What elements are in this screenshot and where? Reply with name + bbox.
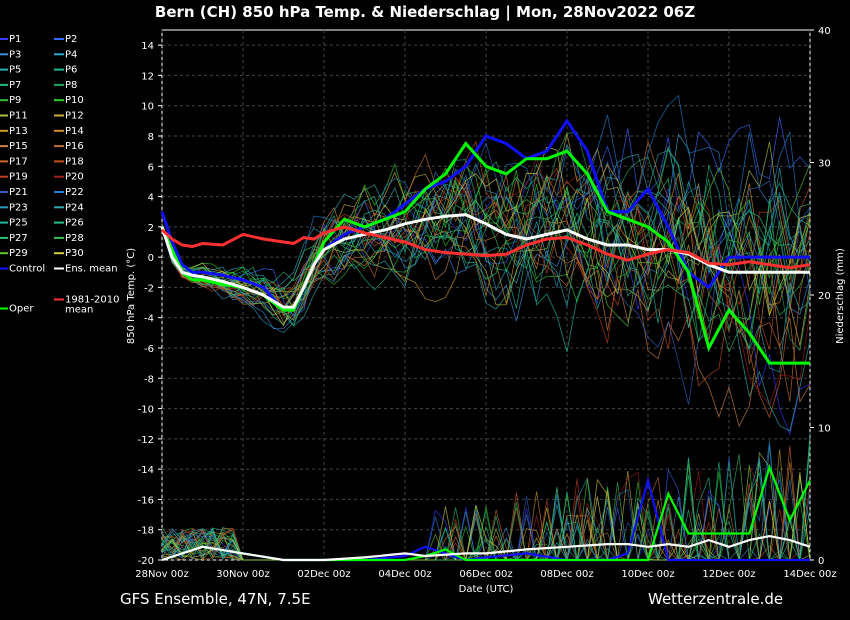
legend-label: P7 bbox=[9, 80, 21, 91]
ensemble-member-line bbox=[161, 162, 811, 334]
legend-label: P10 bbox=[65, 95, 84, 106]
ensemble-member-line bbox=[161, 159, 811, 353]
y-tick-label: 10 bbox=[141, 102, 154, 113]
legend-label: P1 bbox=[9, 34, 21, 45]
y-tick-label: -14 bbox=[138, 465, 154, 476]
footer-site: Wetterzentrale.de bbox=[648, 590, 783, 608]
y-tick-label: -2 bbox=[144, 283, 154, 294]
y2-tick-label: 30 bbox=[818, 159, 831, 170]
ensemble-member-precip bbox=[161, 472, 811, 562]
legend-label: P11 bbox=[9, 111, 28, 122]
legend-label: P25 bbox=[9, 218, 28, 229]
legend-label: P22 bbox=[65, 187, 84, 198]
main-series bbox=[160, 118, 811, 365]
legend-label: P17 bbox=[9, 156, 28, 167]
ensemble-member-line bbox=[161, 161, 811, 330]
ensemble-member-line bbox=[161, 141, 811, 405]
legend-label: P21 bbox=[9, 187, 28, 198]
y2-tick-label: 20 bbox=[818, 291, 831, 302]
precipitation-lines bbox=[161, 463, 811, 562]
legend-label: P20 bbox=[65, 172, 84, 183]
x-tick-label: 12Dec 00z bbox=[702, 569, 755, 580]
legend-label: P5 bbox=[9, 65, 21, 76]
x-tick-label: 14Dec 00z bbox=[783, 569, 836, 580]
y-axis-label: 850 hPa Temp. (°C) bbox=[126, 248, 137, 344]
legend-label: P6 bbox=[65, 65, 77, 76]
legend-label: mean bbox=[65, 305, 93, 316]
legend-label: P16 bbox=[65, 141, 84, 152]
precip-line-ens-mean bbox=[161, 534, 811, 562]
ensemble-member-line bbox=[161, 178, 811, 343]
legend-label: Oper bbox=[9, 304, 34, 315]
legend-label: P28 bbox=[65, 233, 84, 244]
y-tick-label: 8 bbox=[148, 132, 154, 143]
legend-label: P2 bbox=[65, 34, 77, 45]
y-tick-label: -6 bbox=[144, 344, 154, 355]
x-tick-label: 10Dec 00z bbox=[621, 569, 674, 580]
legend-label: P4 bbox=[65, 49, 77, 60]
legend: P1 P2 P3 P4 P5 P6 P7 P8 P9 P10 P11 P12 P13 P14 P15 P16 P… bbox=[0, 34, 120, 316]
y-tick-label: 4 bbox=[148, 193, 154, 204]
legend-label: P9 bbox=[9, 95, 21, 106]
x-tick-label: 02Dec 00z bbox=[297, 569, 350, 580]
legend-label: P13 bbox=[9, 126, 28, 137]
ensemble-member-line bbox=[161, 94, 811, 298]
y-tick-label: -8 bbox=[144, 374, 154, 385]
x-axis-ticks: 28Nov 00z 30Nov 00z 02Dec 00z 04Dec 00z 06De… bbox=[135, 569, 836, 580]
y-tick-label: 0 bbox=[148, 253, 154, 264]
x-axis-label: Date (UTC) bbox=[459, 584, 514, 595]
series-line-1981-2010-mean bbox=[160, 225, 811, 270]
legend-label: P3 bbox=[9, 49, 21, 60]
y-tick-label: -4 bbox=[144, 314, 154, 325]
legend-label: Ens. mean bbox=[65, 264, 118, 275]
legend-label: P30 bbox=[65, 248, 84, 259]
legend-label: P14 bbox=[65, 126, 84, 137]
legend-label: Control bbox=[9, 264, 45, 275]
y2-tick-label: 40 bbox=[818, 26, 831, 37]
y-tick-label: 6 bbox=[148, 162, 154, 173]
y-axis-ticks: 14 12 10 8 6 4 2 0 -2 -4 -6 -8 -10 -12 -14 -16 -18 -20 bbox=[138, 41, 162, 567]
x-tick-label: 04Dec 00z bbox=[378, 569, 431, 580]
y-tick-label: -12 bbox=[138, 435, 154, 446]
y-tick-label: -16 bbox=[138, 495, 154, 506]
ensemble-member-line bbox=[161, 117, 811, 317]
ensemble-member-line bbox=[161, 133, 811, 346]
footer-model: GFS Ensemble, 47N, 7.5E bbox=[120, 590, 311, 608]
legend-label: P12 bbox=[65, 111, 84, 122]
plot-area bbox=[160, 29, 811, 562]
legend-label: P26 bbox=[65, 218, 84, 229]
legend-label: P24 bbox=[65, 202, 84, 213]
y2-tick-label: 10 bbox=[818, 424, 831, 435]
x-tick-label: 28Nov 00z bbox=[135, 569, 188, 580]
legend-label: P19 bbox=[9, 172, 28, 183]
y-tick-label: -10 bbox=[138, 405, 154, 416]
y-tick-label: -20 bbox=[138, 556, 154, 567]
chart-title: Bern (CH) 850 hPa Temp. & Niederschlag |… bbox=[155, 3, 695, 22]
y-tick-label: 14 bbox=[141, 41, 154, 52]
x-tick-label: 30Nov 00z bbox=[216, 569, 269, 580]
series-line-control bbox=[160, 118, 810, 312]
legend-label: P23 bbox=[9, 202, 28, 213]
y2-axis-ticks: 0 10 20 30 40 bbox=[810, 26, 831, 567]
y-tick-label: 12 bbox=[141, 71, 154, 82]
legend-label: P8 bbox=[65, 80, 77, 91]
y2-axis-label: Niederschlag (mm) bbox=[835, 248, 846, 344]
y2-tick-label: 0 bbox=[818, 556, 824, 567]
legend-label: 1981-2010 bbox=[65, 295, 120, 306]
y-tick-label: 2 bbox=[148, 223, 154, 234]
ensemble-member-line bbox=[161, 133, 811, 295]
legend-label: P15 bbox=[9, 141, 28, 152]
legend-label: P29 bbox=[9, 248, 28, 259]
legend-label: P27 bbox=[9, 233, 28, 244]
x-tick-label: 06Dec 00z bbox=[459, 569, 512, 580]
legend-label: P18 bbox=[65, 156, 84, 167]
ensemble-member-line bbox=[161, 146, 811, 327]
y-tick-label: -18 bbox=[138, 526, 154, 537]
ensemble-member-line bbox=[161, 140, 811, 387]
x-tick-label: 08Dec 00z bbox=[540, 569, 593, 580]
